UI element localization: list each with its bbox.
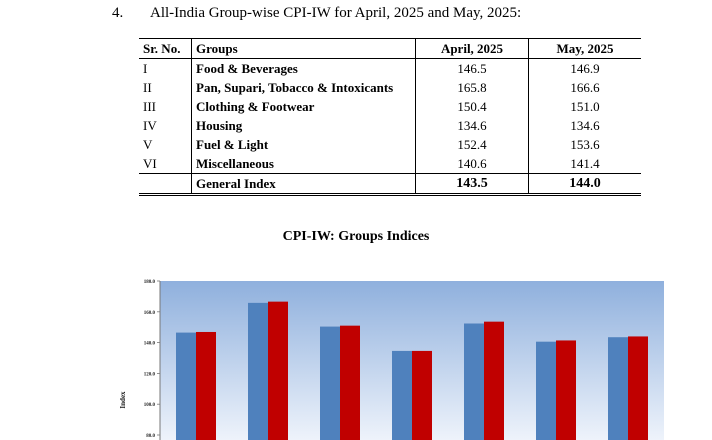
cpi-table: Sr. No. Groups April, 2025 May, 2025 I F… xyxy=(139,38,641,196)
bar-may xyxy=(628,336,648,440)
bar-may xyxy=(268,301,288,440)
y-tick-label: 160.0 xyxy=(144,311,156,316)
bar-may xyxy=(196,331,216,440)
y-axis-label: Index xyxy=(119,391,127,409)
cell-group: Pan, Supari, Tobacco & Intoxicants xyxy=(191,78,416,97)
cell-april: 150.4 xyxy=(415,97,529,116)
bar-april xyxy=(176,332,196,440)
cell-sr: VI xyxy=(143,156,157,171)
table-row: V Fuel & Light 152.4 153.6 xyxy=(139,135,641,154)
cell-sr: IV xyxy=(143,118,157,133)
cell-april: 152.4 xyxy=(415,135,529,154)
total-may: 144.0 xyxy=(528,173,641,196)
total-label: General Index xyxy=(191,173,416,196)
y-tick-label: 80.0 xyxy=(146,434,155,439)
cell-april: 140.6 xyxy=(415,154,529,174)
header-april: April, 2025 xyxy=(415,38,529,59)
cell-april: 134.6 xyxy=(415,116,529,135)
cell-may: 134.6 xyxy=(528,116,641,135)
cell-group: Miscellaneous xyxy=(191,154,416,174)
bar-april xyxy=(608,337,628,440)
cell-sr: II xyxy=(143,80,152,95)
header-may: May, 2025 xyxy=(528,38,641,59)
cell-group: Food & Beverages xyxy=(191,58,416,78)
cell-sr: I xyxy=(143,61,148,76)
bar-april xyxy=(536,341,556,440)
table-row: I Food & Beverages 146.5 146.9 xyxy=(139,58,641,78)
bar-may xyxy=(412,350,432,440)
cell-may: 153.6 xyxy=(528,135,641,154)
cell-may: 151.0 xyxy=(528,97,641,116)
bar-may xyxy=(484,321,504,440)
bar-may xyxy=(340,325,360,440)
bar-april xyxy=(464,323,484,440)
header-groups: Groups xyxy=(191,38,416,59)
y-tick-label: 100.0 xyxy=(144,403,156,408)
table-row: IV Housing 134.6 134.6 xyxy=(139,116,641,135)
cell-may: 166.6 xyxy=(528,78,641,97)
bar-april xyxy=(392,350,412,440)
cell-april: 165.8 xyxy=(415,78,529,97)
cell-may: 141.4 xyxy=(528,154,641,174)
table-row: VI Miscellaneous 140.6 141.4 xyxy=(139,154,641,174)
cell-group: Housing xyxy=(191,116,416,135)
y-tick-label: 140.0 xyxy=(144,342,156,347)
y-tick-label: 120.0 xyxy=(144,372,156,377)
total-row: General Index 143.5 144.0 xyxy=(139,173,641,196)
bar-april xyxy=(320,326,340,440)
table-row: II Pan, Supari, Tobacco & Intoxicants 16… xyxy=(139,78,641,97)
cell-group: Fuel & Light xyxy=(191,135,416,154)
cell-sr: III xyxy=(143,99,156,114)
cell-may: 146.9 xyxy=(528,58,641,78)
section-title: All-India Group-wise CPI-IW for April, 2… xyxy=(150,5,522,21)
cell-group: Clothing & Footwear xyxy=(191,97,416,116)
total-april: 143.5 xyxy=(415,173,529,196)
cell-sr: V xyxy=(143,137,153,152)
table-header-row: Sr. No. Groups April, 2025 May, 2025 xyxy=(139,38,641,59)
bar-may xyxy=(556,340,576,440)
cell-april: 146.5 xyxy=(415,58,529,78)
header-sr-no: Sr. No. xyxy=(139,38,192,59)
cell-sr xyxy=(139,173,192,196)
chart-title: CPI-IW: Groups Indices xyxy=(282,229,430,244)
section-number: 4. xyxy=(112,5,124,21)
y-tick-label: 180.0 xyxy=(144,280,156,285)
table-row: III Clothing & Footwear 150.4 151.0 xyxy=(139,97,641,116)
bar-april xyxy=(248,302,268,440)
